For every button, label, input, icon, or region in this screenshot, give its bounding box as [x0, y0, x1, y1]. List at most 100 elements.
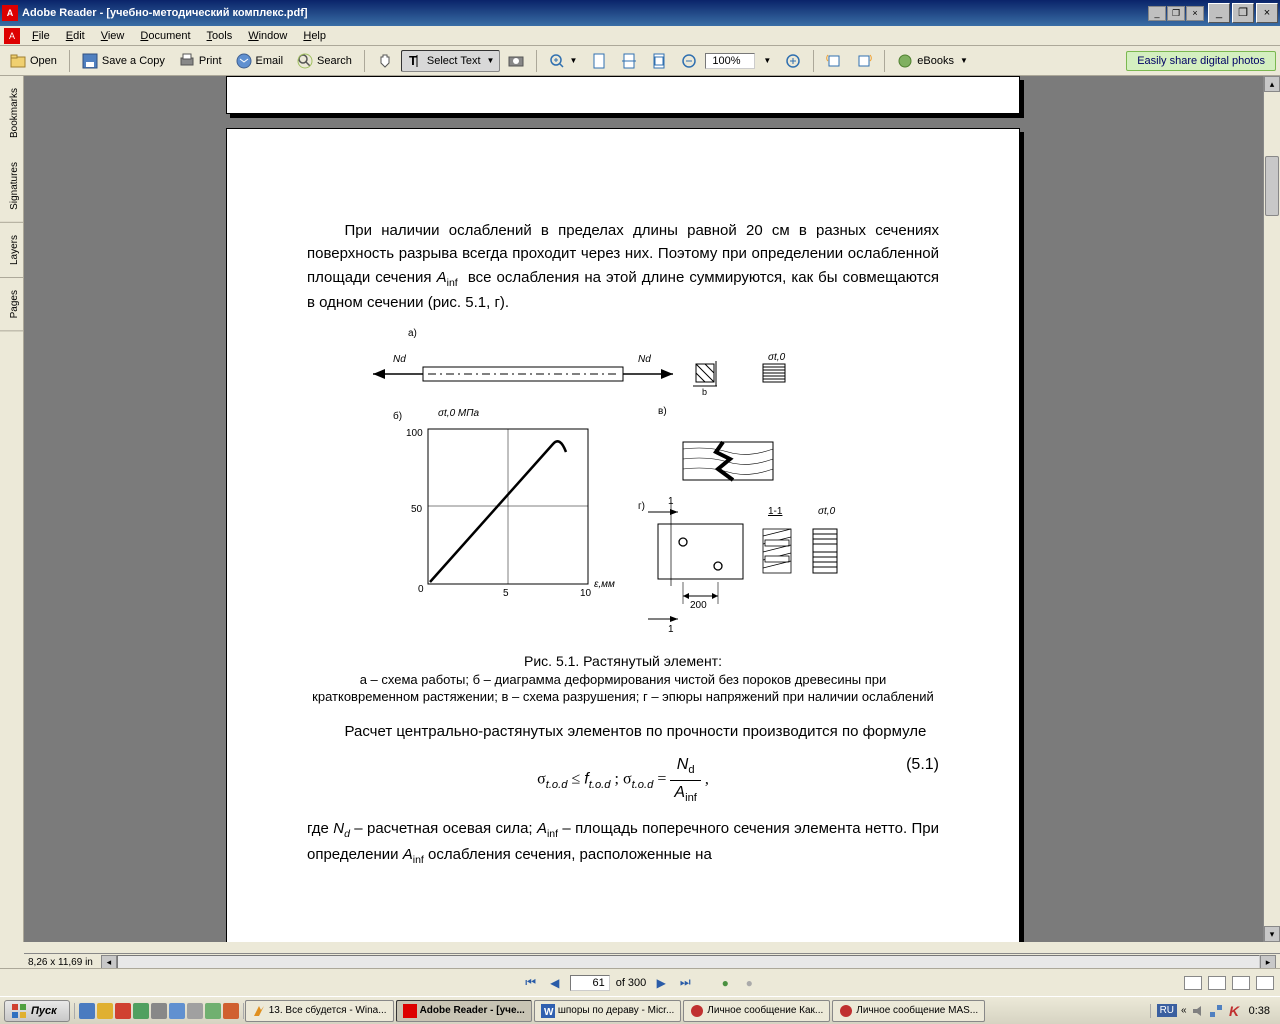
ql-ie-icon[interactable]	[79, 1003, 95, 1019]
rotate-cw-button[interactable]	[850, 50, 878, 72]
forward-button[interactable]: ●	[740, 974, 758, 992]
min-button[interactable]: _	[1208, 3, 1230, 23]
zoom-dropdown[interactable]: ▼	[757, 53, 777, 68]
menu-view[interactable]: View	[93, 28, 133, 44]
svg-text:1-1: 1-1	[768, 506, 783, 517]
rotate-cw-icon	[856, 53, 872, 69]
print-button[interactable]: Print	[173, 50, 228, 72]
zoom-plus-button[interactable]	[779, 50, 807, 72]
next-page-button[interactable]: ▶	[652, 974, 670, 992]
ql-app5-icon[interactable]	[223, 1003, 239, 1019]
clock[interactable]: 0:38	[1245, 1005, 1274, 1017]
snapshot-tool[interactable]	[502, 50, 530, 72]
menu-help[interactable]: Help	[295, 28, 334, 44]
lang-indicator[interactable]: RU	[1157, 1004, 1177, 1017]
vertical-scrollbar[interactable]: ▴ ▾	[1263, 76, 1280, 942]
ql-desktop-icon[interactable]	[133, 1003, 149, 1019]
open-button[interactable]: Open	[4, 50, 63, 72]
continuous-facing-view[interactable]	[1256, 976, 1274, 990]
document-page: При наличии ослаблений в пределах длины …	[226, 128, 1020, 942]
ql-explorer-icon[interactable]	[97, 1003, 113, 1019]
doc-min-button[interactable]: _	[1148, 6, 1166, 21]
content-area: Bookmarks Signatures Layers Pages При на…	[0, 76, 1280, 942]
continuous-view[interactable]	[1208, 976, 1226, 990]
folder-icon	[10, 53, 26, 69]
ebooks-button[interactable]: eBooks▼	[891, 50, 974, 72]
ql-app1-icon[interactable]	[151, 1003, 167, 1019]
zoom-input[interactable]: 100%	[705, 53, 755, 69]
sidebar-signatures[interactable]: Signatures	[0, 150, 23, 223]
hscroll-right[interactable]: ▸	[1260, 955, 1276, 969]
task-word[interactable]: Wшпоры по дераву - Micr...	[534, 1000, 681, 1022]
hand-tool[interactable]	[371, 50, 399, 72]
svg-text:K: K	[1229, 1003, 1240, 1019]
ql-app3-icon[interactable]	[187, 1003, 203, 1019]
doc-close-button[interactable]: ×	[1186, 6, 1204, 21]
sidebar-bookmarks[interactable]: Bookmarks	[0, 76, 23, 150]
page-size-label: 8,26 x 11,69 in	[28, 957, 93, 968]
last-page-button[interactable]: ⏭	[676, 974, 694, 992]
fit-width-button[interactable]	[615, 50, 643, 72]
task-winamp[interactable]: 13. Все сбудется - Wina...	[245, 1000, 394, 1022]
tray-volume-icon[interactable]	[1191, 1004, 1205, 1018]
hscroll-left[interactable]: ◂	[101, 955, 117, 969]
sidebar: Bookmarks Signatures Layers Pages	[0, 76, 24, 942]
back-button[interactable]: ●	[716, 974, 734, 992]
zoom-out-button[interactable]	[675, 50, 703, 72]
close-button[interactable]: ×	[1256, 3, 1278, 23]
sidebar-pages[interactable]: Pages	[0, 278, 23, 331]
tray-expand[interactable]: «	[1181, 1005, 1187, 1016]
task-adobe[interactable]: Adobe Reader - [уче...	[396, 1000, 532, 1022]
windows-icon	[11, 1003, 27, 1019]
first-page-button[interactable]: ⏮	[522, 974, 540, 992]
email-icon	[236, 53, 252, 69]
svg-text:100: 100	[406, 428, 423, 439]
tray-antivirus-icon[interactable]: K	[1227, 1004, 1241, 1018]
page-input[interactable]: 61	[570, 975, 610, 991]
svg-text:σt,0: σt,0	[818, 506, 836, 517]
system-tray: RU « K 0:38	[1150, 1004, 1280, 1018]
svg-text:50: 50	[411, 504, 423, 515]
doc-restore-button[interactable]: ❐	[1167, 6, 1185, 21]
svg-text:T: T	[409, 53, 417, 68]
promo-banner[interactable]: Easily share digital photos	[1126, 51, 1276, 71]
scroll-up-button[interactable]: ▴	[1264, 76, 1280, 92]
single-page-view[interactable]	[1184, 976, 1202, 990]
printer-icon	[179, 53, 195, 69]
page-total: of 300	[616, 977, 647, 989]
facing-view[interactable]	[1232, 976, 1250, 990]
select-text-tool[interactable]: TSelect Text▼	[401, 50, 501, 72]
viewer: При наличии ослаблений в пределах длины …	[24, 76, 1280, 942]
paragraph-1: При наличии ослаблений в пределах длины …	[307, 219, 939, 314]
opera-icon	[690, 1004, 704, 1018]
menu-document[interactable]: Document	[132, 28, 198, 44]
menu-edit[interactable]: Edit	[58, 28, 93, 44]
restore-button[interactable]: ❐	[1232, 3, 1254, 23]
rotate-ccw-button[interactable]	[820, 50, 848, 72]
scroll-thumb[interactable]	[1265, 156, 1279, 216]
email-button[interactable]: Email	[230, 50, 290, 72]
actual-size-button[interactable]	[645, 50, 673, 72]
sidebar-layers[interactable]: Layers	[0, 223, 23, 278]
scroll-down-button[interactable]: ▾	[1264, 926, 1280, 942]
search-button[interactable]: Search	[291, 50, 358, 72]
save-button[interactable]: Save a Copy	[76, 50, 171, 72]
ebooks-icon	[897, 53, 913, 69]
svg-text:σt,0 МПа: σt,0 МПа	[438, 408, 480, 419]
task-browser2[interactable]: Личное сообщение MAS...	[832, 1000, 985, 1022]
task-browser1[interactable]: Личное сообщение Как...	[683, 1000, 830, 1022]
ql-app4-icon[interactable]	[205, 1003, 221, 1019]
navbar: ⏮ ◀ 61 of 300 ▶ ⏭ ● ●	[0, 968, 1280, 996]
menu-tools[interactable]: Tools	[199, 28, 241, 44]
start-button[interactable]: Пуск	[4, 1000, 70, 1022]
menu-window[interactable]: Window	[240, 28, 295, 44]
prev-page-button[interactable]: ◀	[546, 974, 564, 992]
window-title: Adobe Reader - [учебно-методический комп…	[22, 7, 1148, 19]
ql-media-icon[interactable]	[115, 1003, 131, 1019]
tray-network-icon[interactable]	[1209, 1004, 1223, 1018]
zoom-in-button[interactable]: ▼	[543, 50, 583, 72]
disk-icon	[82, 53, 98, 69]
fit-page-button[interactable]	[585, 50, 613, 72]
menu-file[interactable]: File	[24, 28, 58, 44]
ql-app2-icon[interactable]	[169, 1003, 185, 1019]
